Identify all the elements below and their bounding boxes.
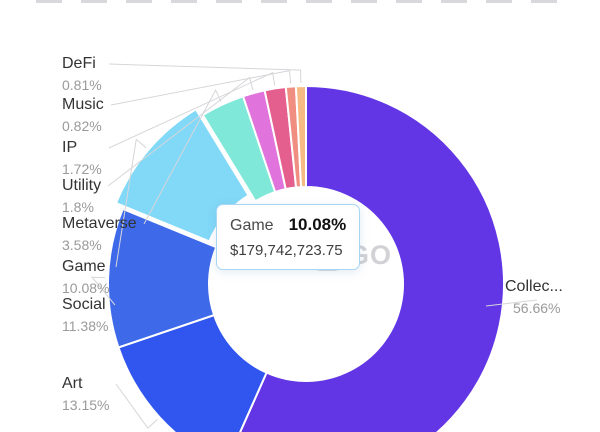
label-line-music (110, 70, 292, 106)
slice-label-name: Collec... (505, 278, 563, 295)
slice-label-percent: 11.38% (62, 318, 109, 334)
label-art: Art 13.15% (62, 374, 109, 414)
slice-label-name: Music (62, 96, 104, 113)
tooltip-value: $179,742,723.75 (230, 242, 343, 259)
label-line-game (115, 138, 147, 268)
slice-label-percent: 0.82% (62, 118, 102, 134)
label-utility: Utility 1.8% (62, 176, 101, 216)
label-social: Social 11.38% (62, 295, 108, 335)
slice-label-name: Social (62, 296, 106, 313)
label-collec: Collec... 56.66% (505, 277, 563, 317)
slice-label-percent: 0.81% (62, 77, 102, 93)
label-defi: DeFi 0.81% (62, 54, 102, 94)
slice-label-percent: 13.15% (62, 397, 110, 413)
label-line-ip (108, 71, 276, 149)
label-metaverse: Metaverse 3.58% (62, 214, 137, 254)
slice-label-percent: 10.08% (62, 280, 110, 296)
slice-social[interactable] (107, 207, 218, 349)
slice-label-name: IP (62, 139, 78, 156)
slice-defi[interactable] (294, 84, 307, 189)
slice-label-name: DeFi (62, 55, 96, 72)
label-line-defi (108, 63, 302, 84)
slice-label-percent: 56.66% (513, 300, 561, 316)
tooltip-series-name: Game (230, 217, 274, 234)
slice-label-name: Game (62, 258, 106, 275)
label-line-utility (107, 76, 254, 187)
label-line-social (91, 276, 116, 306)
cutoff-title-fragment (36, 0, 576, 3)
label-line-art (115, 383, 158, 429)
label-ip: IP 1.72% (62, 138, 102, 178)
slice-label-percent: 1.72% (62, 161, 102, 177)
label-game: Game 10.08% (62, 257, 109, 297)
slice-label-percent: 1.8% (62, 199, 94, 215)
label-line-collec (485, 299, 538, 307)
slice-label-name: Art (62, 375, 83, 392)
label-line-metaverse (143, 88, 222, 225)
slice-label-percent: 3.58% (62, 237, 102, 253)
tooltip-percent: 10.08% (288, 215, 347, 234)
slice-label-name: Utility (62, 177, 102, 194)
label-music: Music 0.82% (62, 95, 104, 135)
slice-label-name: Metaverse (62, 215, 137, 232)
chart-tooltip: Game 10.08% $179,742,723.75 (216, 204, 361, 270)
